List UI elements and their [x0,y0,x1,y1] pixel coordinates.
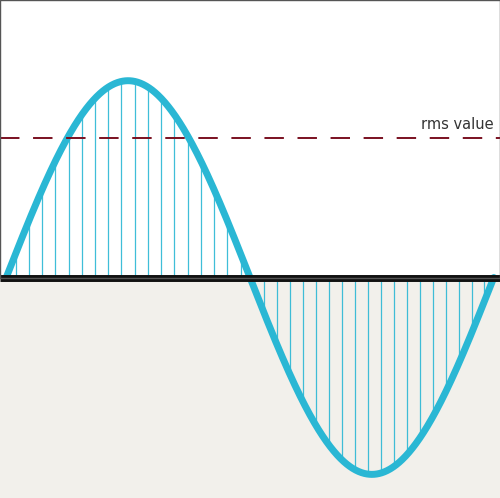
Bar [0,0,500,277]
Bar [0,0,500,277]
Text: rms value: rms value [421,118,494,132]
